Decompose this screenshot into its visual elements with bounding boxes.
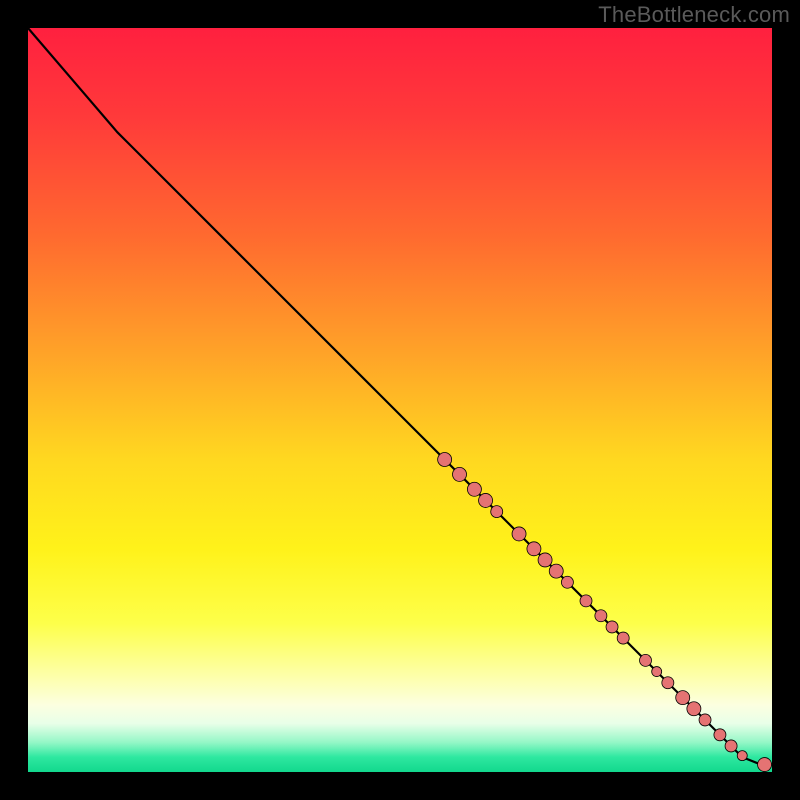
data-marker: [737, 751, 747, 761]
data-marker: [640, 654, 652, 666]
data-marker: [453, 467, 467, 481]
data-marker: [538, 553, 552, 567]
watermark-text: TheBottleneck.com: [598, 2, 790, 28]
data-marker: [699, 714, 711, 726]
data-marker: [617, 632, 629, 644]
data-marker: [438, 453, 452, 467]
data-marker: [467, 482, 481, 496]
data-marker: [527, 542, 541, 556]
chart-frame: TheBottleneck.com: [0, 0, 800, 800]
data-marker: [687, 702, 701, 716]
data-marker: [662, 677, 674, 689]
data-marker: [580, 595, 592, 607]
data-marker: [714, 729, 726, 741]
data-marker: [512, 527, 526, 541]
data-marker: [491, 506, 503, 518]
data-marker: [725, 740, 737, 752]
data-marker: [758, 758, 772, 772]
gradient-background: [28, 28, 772, 772]
data-marker: [595, 610, 607, 622]
data-marker: [606, 621, 618, 633]
plot-area: [28, 28, 772, 772]
data-marker: [676, 691, 690, 705]
chart-svg: [28, 28, 772, 772]
data-marker: [479, 493, 493, 507]
data-marker: [561, 576, 573, 588]
data-marker: [549, 564, 563, 578]
data-marker: [652, 667, 662, 677]
